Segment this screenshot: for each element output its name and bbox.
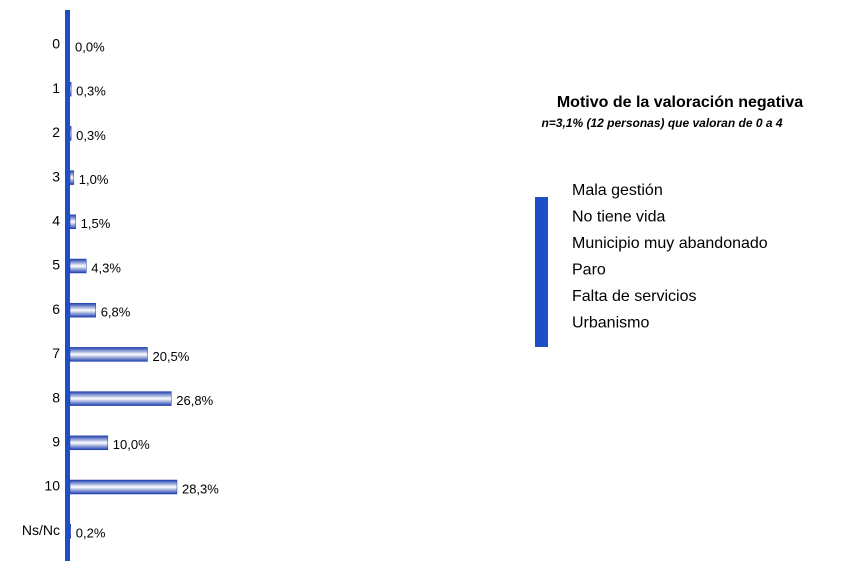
category-label: 8 bbox=[52, 389, 60, 405]
category-label: 4 bbox=[52, 213, 60, 229]
bar bbox=[69, 302, 96, 318]
value-label: 6,8% bbox=[101, 305, 131, 320]
category-label: Ns/Nc bbox=[22, 522, 60, 538]
value-label: 26,8% bbox=[176, 393, 213, 408]
bar bbox=[69, 479, 178, 495]
value-label: 0,2% bbox=[76, 526, 106, 541]
value-label: 4,3% bbox=[91, 260, 121, 275]
category-label: 5 bbox=[52, 257, 60, 273]
category-label: 6 bbox=[52, 301, 60, 317]
panel-bar bbox=[535, 197, 548, 347]
bar bbox=[69, 258, 87, 274]
panel-item: No tiene vida bbox=[572, 209, 665, 226]
category-label: 1 bbox=[52, 80, 60, 96]
axis-line bbox=[65, 10, 70, 561]
panel-item: Urbanismo bbox=[572, 315, 649, 332]
category-label: 10 bbox=[44, 478, 60, 494]
value-label: 1,0% bbox=[79, 172, 109, 187]
value-label: 10,0% bbox=[113, 437, 150, 452]
bar bbox=[69, 435, 109, 451]
bar bbox=[69, 170, 75, 185]
panel-title: Motivo de la valoración negativa bbox=[557, 94, 803, 111]
bar bbox=[69, 214, 76, 230]
value-label: 20,5% bbox=[152, 349, 189, 364]
panel-item: Falta de servicios bbox=[572, 288, 697, 305]
bar bbox=[69, 391, 172, 406]
category-label: 3 bbox=[52, 168, 60, 184]
value-label: 0,3% bbox=[76, 128, 106, 143]
panel-subtitle: n=3,1% (12 personas) que valoran de 0 a … bbox=[541, 116, 782, 130]
panel-item: Municipio muy abandonado bbox=[572, 235, 768, 252]
bar bbox=[69, 347, 148, 362]
panel-item: Paro bbox=[572, 262, 606, 279]
category-label: 0 bbox=[52, 36, 60, 52]
panel-item: Mala gestión bbox=[572, 182, 663, 199]
value-label: 28,3% bbox=[182, 481, 219, 496]
bar bbox=[69, 126, 72, 141]
value-label: 0,3% bbox=[76, 84, 106, 99]
bar bbox=[69, 523, 72, 539]
value-label: 1,5% bbox=[81, 216, 111, 231]
category-label: 9 bbox=[52, 434, 60, 450]
category-label: 7 bbox=[52, 345, 60, 361]
category-label: 2 bbox=[52, 124, 60, 140]
bar bbox=[69, 81, 72, 97]
value-label: 0,0% bbox=[75, 39, 105, 54]
